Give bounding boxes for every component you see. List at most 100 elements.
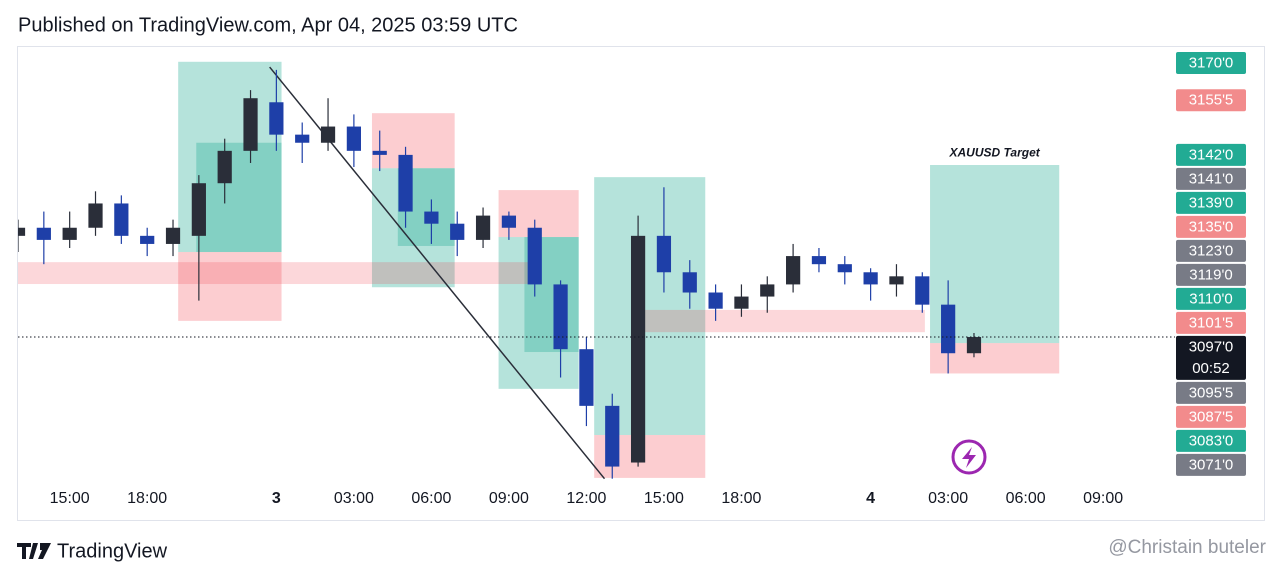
position-zone [196, 142, 282, 253]
price-label-text: 3110'0 [1189, 290, 1232, 307]
annotation: XAUUSD Target [949, 145, 1041, 159]
candle-body [966, 337, 982, 354]
candle-body [553, 284, 568, 350]
price-label-text: 3101'5 [1189, 314, 1234, 331]
price-label: 3119'0 [1176, 263, 1246, 286]
candle-body [889, 276, 904, 285]
price-label-bg [1176, 263, 1246, 286]
x-tick-label: 03:00 [334, 490, 374, 507]
price-label: 3110'0 [1176, 287, 1246, 310]
price-label: 3071'0 [1176, 453, 1246, 476]
price-label-bg [1176, 215, 1246, 238]
candle-body [760, 284, 775, 297]
price-label-bg [1176, 191, 1246, 214]
price-label-bg [1176, 311, 1246, 334]
x-tick-label: 09:00 [1083, 490, 1123, 507]
x-tick-label: 3 [272, 490, 281, 507]
price-label: 3155'5 [1176, 89, 1246, 112]
candle-body [346, 126, 361, 151]
x-tick-label: 12:00 [566, 490, 606, 507]
price-label-text: 3071'0 [1189, 456, 1234, 473]
candle-body [811, 256, 827, 265]
price-label: 3097'0 00:52 [1176, 335, 1246, 380]
countdown: 00:52 [1192, 360, 1230, 377]
brand-logo [17, 543, 51, 559]
price-label-text: 3141'0 [1189, 170, 1234, 187]
price-label-bg [1176, 429, 1246, 452]
price-label-text: 3139'0 [1189, 194, 1234, 211]
price-label-bg [1176, 405, 1246, 428]
watermark: @Christain buteler [1108, 537, 1266, 558]
candle-body [62, 227, 77, 240]
price-label-text: 3087'5 [1189, 408, 1234, 425]
x-tick-label: 4 [866, 490, 875, 507]
price-label-bg [1176, 287, 1246, 310]
candle-body [36, 227, 51, 240]
brand-name: TradingView [57, 540, 168, 562]
candle-body [269, 102, 284, 135]
position-zone [178, 252, 282, 321]
price-label-text: 3095'5 [1189, 384, 1234, 401]
candle-body [398, 154, 413, 212]
price-label-bg [1176, 143, 1246, 166]
candle-body [915, 276, 930, 305]
x-tick-label: 06:00 [411, 490, 451, 507]
candle-body [734, 296, 749, 309]
x-tick-label: 06:00 [1006, 490, 1046, 507]
x-tick-label: 18:00 [127, 490, 167, 507]
candle-body [475, 215, 491, 240]
chart-frame [17, 46, 1265, 521]
candle-body [501, 215, 517, 228]
candle-body [165, 227, 181, 244]
candle-body [941, 304, 956, 354]
price-label: 3101'5 [1176, 311, 1246, 334]
x-tick-label: 18:00 [721, 490, 761, 507]
price-label-bg [1176, 381, 1246, 404]
price-label-bg [1176, 167, 1246, 190]
candle-body [372, 150, 387, 155]
price-label-bg [1176, 52, 1246, 74]
candle-body [837, 264, 852, 273]
candle-body [682, 272, 697, 293]
price-label-text: 3083'0 [1189, 432, 1234, 449]
price-label: 3170'0 [1176, 52, 1246, 74]
price-label-bg [1176, 453, 1246, 476]
alert-icon [951, 439, 987, 475]
price-label-text: 3170'0 [1189, 54, 1234, 71]
plot-area [18, 61, 1060, 480]
candle-body [630, 235, 646, 463]
price-label: 3087'5 [1176, 405, 1246, 428]
candle-body [863, 272, 878, 285]
price-label: 3141'0 [1176, 167, 1246, 190]
candle-body [450, 223, 465, 240]
candle-body [527, 227, 542, 285]
price-label-text: 3135'0 [1189, 218, 1234, 235]
price-label: 3083'0 [1176, 429, 1246, 452]
price-label: 3095'5 [1176, 381, 1246, 404]
price-label: 3139'0 [1176, 191, 1246, 214]
position-zone [594, 177, 706, 435]
position-zone [371, 168, 455, 288]
candle-body [320, 126, 336, 143]
price-label-text: 3142'0 [1189, 146, 1234, 163]
price-label-text: 3119'0 [1189, 266, 1232, 283]
candle-body [786, 256, 801, 285]
price-label: 3123'0 [1176, 239, 1246, 262]
x-tick-label: 03:00 [928, 490, 968, 507]
price-label: 3142'0 [1176, 143, 1246, 166]
candle-body [708, 292, 723, 309]
candle-body [191, 183, 206, 236]
candle-body [140, 235, 155, 244]
position-zone [18, 262, 535, 285]
candle-body [424, 211, 439, 224]
candle-body [217, 150, 232, 184]
candle-body [18, 227, 26, 236]
x-tick-label: 15:00 [50, 490, 90, 507]
x-tick-label: 15:00 [644, 490, 684, 507]
candle-body [605, 405, 620, 467]
candle-body [88, 203, 103, 228]
price-label-bg [1176, 89, 1246, 112]
price-label-text: 3155'5 [1189, 92, 1234, 109]
position-zone [371, 113, 455, 169]
